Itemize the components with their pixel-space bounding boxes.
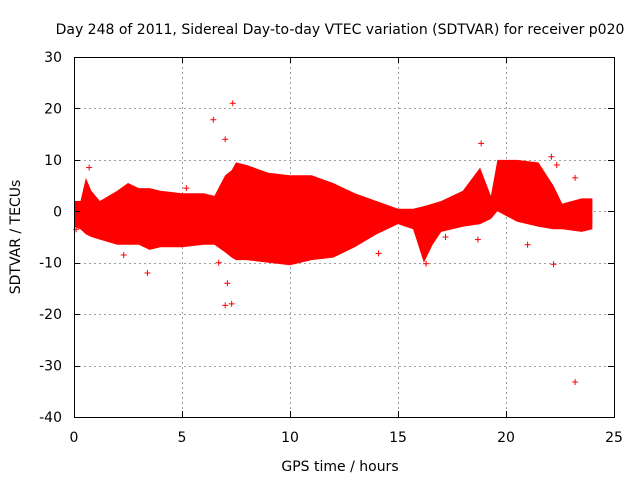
y-tick-labels: 30 20 10 0 -10 -20 -30 -40 bbox=[39, 50, 62, 426]
data-point-plus bbox=[524, 241, 531, 248]
data-point-plus bbox=[224, 280, 231, 287]
data-point-plus bbox=[86, 164, 93, 171]
data-point-plus bbox=[120, 252, 127, 258]
data-point-plus bbox=[474, 236, 481, 243]
y-tick-label: 20 bbox=[44, 101, 62, 117]
x-tick-label: 10 bbox=[281, 430, 299, 446]
x-tick-label: 0 bbox=[70, 430, 79, 446]
data-point-plus bbox=[572, 379, 579, 386]
data-point-plus bbox=[228, 300, 235, 307]
x-axis-label: GPS time / hours bbox=[281, 459, 398, 475]
x-tick-label: 25 bbox=[605, 430, 623, 446]
data-point-plus bbox=[423, 260, 430, 267]
data-point-plus bbox=[222, 302, 229, 309]
y-tick-label: 30 bbox=[44, 50, 62, 66]
data-point-plus bbox=[215, 259, 222, 266]
data-point-plus bbox=[572, 174, 579, 181]
data-point-plus bbox=[183, 185, 190, 192]
x-tick-label: 15 bbox=[389, 430, 407, 446]
sdtvar-point-band bbox=[74, 159, 593, 266]
x-tick-labels: 0 5 10 15 20 25 bbox=[70, 430, 623, 446]
data-point-plus bbox=[478, 140, 485, 147]
data-series bbox=[73, 100, 593, 386]
data-point-plus bbox=[442, 234, 449, 240]
axis-ticks bbox=[74, 57, 615, 418]
y-axis-label: SDTVAR / TECUs bbox=[8, 180, 24, 295]
data-point-plus bbox=[375, 250, 382, 257]
plot-frame bbox=[74, 57, 615, 418]
y-tick-label: 10 bbox=[44, 153, 62, 169]
chart-title: Day 248 of 2011, Sidereal Day-to-day VTE… bbox=[56, 22, 625, 38]
data-point-plus bbox=[229, 100, 236, 107]
data-point-plus bbox=[550, 261, 557, 268]
data-point-plus bbox=[222, 136, 229, 143]
data-point-plus bbox=[144, 270, 151, 276]
y-tick-label: -20 bbox=[39, 307, 62, 323]
y-tick-label: 0 bbox=[53, 204, 62, 220]
x-tick-label: 20 bbox=[497, 430, 515, 446]
data-point-plus bbox=[548, 153, 555, 160]
data-point-plus bbox=[210, 116, 217, 123]
x-tick-label: 5 bbox=[178, 430, 187, 446]
y-tick-label: -10 bbox=[39, 256, 62, 272]
y-tick-label: -40 bbox=[39, 410, 62, 426]
data-point-plus bbox=[553, 162, 560, 168]
y-tick-label: -30 bbox=[39, 359, 62, 375]
